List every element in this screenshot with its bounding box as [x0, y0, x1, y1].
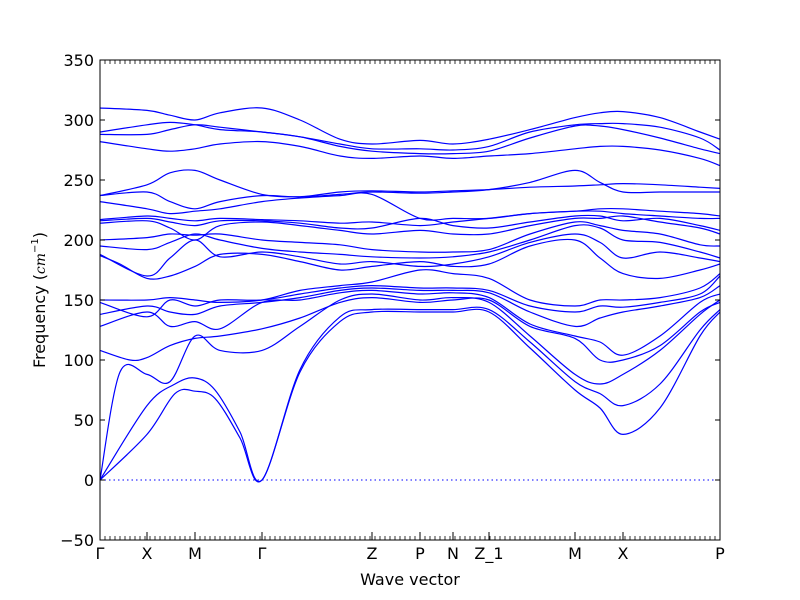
y-tick-label: 250 — [63, 171, 94, 190]
band-line-18 — [99, 182, 721, 210]
band-line-17 — [99, 169, 720, 198]
x-tick-label: Γ — [258, 544, 267, 563]
y-tick-label: 300 — [63, 111, 94, 130]
band-line-16 — [99, 192, 721, 221]
band-line-1 — [99, 308, 721, 483]
x-tick-labels: Γ X M Γ Z P N Z_1 M X P — [96, 544, 726, 564]
band-line-4 — [99, 296, 721, 363]
x-tick-label: X — [618, 544, 629, 563]
band-line-6 — [99, 285, 721, 328]
band-line-11 — [99, 224, 721, 259]
x-tick-label: P — [415, 544, 425, 563]
y-tick-label: 150 — [63, 291, 94, 310]
x-tick-label: Z — [367, 544, 378, 563]
y-tick-label: 0 — [84, 471, 94, 490]
plot-frame — [99, 59, 721, 541]
y-axis-label: Frequency (cm−1) — [30, 232, 49, 368]
band-line-2 — [99, 306, 721, 483]
band-line-21 — [99, 121, 721, 151]
band-lines — [99, 107, 721, 483]
band-line-12 — [99, 221, 721, 253]
y-tick-label: 100 — [63, 351, 94, 370]
band-line-13 — [99, 215, 721, 241]
x-tick-label: X — [142, 544, 153, 563]
x-tick-label: N — [447, 544, 459, 563]
band-line-22 — [99, 107, 721, 145]
band-line-19 — [99, 140, 721, 167]
y-tick-label: −50 — [60, 531, 94, 550]
x-tick-label: M — [568, 544, 582, 563]
band-line-3 — [99, 293, 721, 481]
y-tick-label: 50 — [74, 411, 94, 430]
band-line-8 — [99, 269, 721, 307]
band-line-5 — [99, 289, 721, 356]
band-line-7 — [99, 275, 721, 318]
x-axis-label: Wave vector — [360, 570, 460, 589]
x-tick-label: Γ — [96, 544, 105, 563]
x-tick-label: M — [188, 544, 202, 563]
y-tick-label: 200 — [63, 231, 94, 250]
band-line-15 — [99, 210, 721, 227]
y-tick-label: 350 — [63, 51, 94, 70]
x-tick-label: P — [715, 544, 725, 563]
x-tick-label: Z_1 — [474, 544, 503, 564]
axis-ticks — [99, 59, 721, 541]
y-tick-labels: −50 0 50 100 150 200 250 300 350 — [60, 51, 94, 550]
